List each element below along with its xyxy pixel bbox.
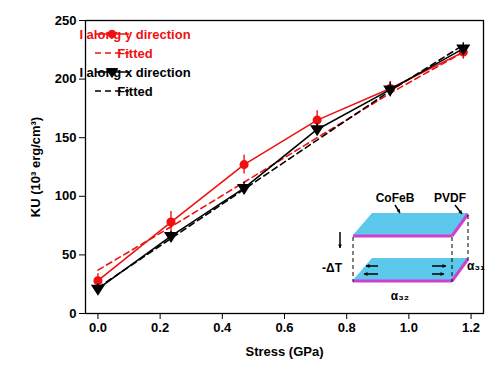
svg-text:1.2: 1.2 (462, 320, 480, 335)
svg-text:0.4: 0.4 (213, 320, 232, 335)
svg-text:I along y direction: I along y direction (79, 27, 190, 42)
svg-text:0.0: 0.0 (89, 320, 107, 335)
svg-text:250: 250 (55, 13, 77, 28)
svg-text:Fitted: Fitted (117, 84, 152, 99)
svg-text:PVDF: PVDF (434, 191, 466, 205)
svg-text:0.8: 0.8 (338, 320, 356, 335)
svg-text:1.0: 1.0 (400, 320, 418, 335)
svg-text:0: 0 (69, 306, 76, 321)
svg-text:200: 200 (55, 71, 77, 86)
svg-text:α₃₂: α₃₂ (391, 289, 409, 303)
svg-text:0.6: 0.6 (275, 320, 293, 335)
svg-text:0.2: 0.2 (151, 320, 169, 335)
svg-text:150: 150 (55, 130, 77, 145)
svg-text:50: 50 (62, 247, 76, 262)
svg-text:100: 100 (55, 188, 77, 203)
svg-text:Fitted: Fitted (117, 46, 152, 61)
svg-text:I along x direction: I along x direction (79, 65, 190, 80)
svg-text:Stress (GPa): Stress (GPa) (245, 344, 323, 359)
svg-text:-ΔT: -ΔT (322, 261, 343, 275)
svg-text:CoFeB: CoFeB (376, 191, 415, 205)
svg-text:KU (10³ erg/cm³): KU (10³ erg/cm³) (28, 117, 43, 217)
svg-text:α₃₁: α₃₁ (467, 259, 485, 273)
